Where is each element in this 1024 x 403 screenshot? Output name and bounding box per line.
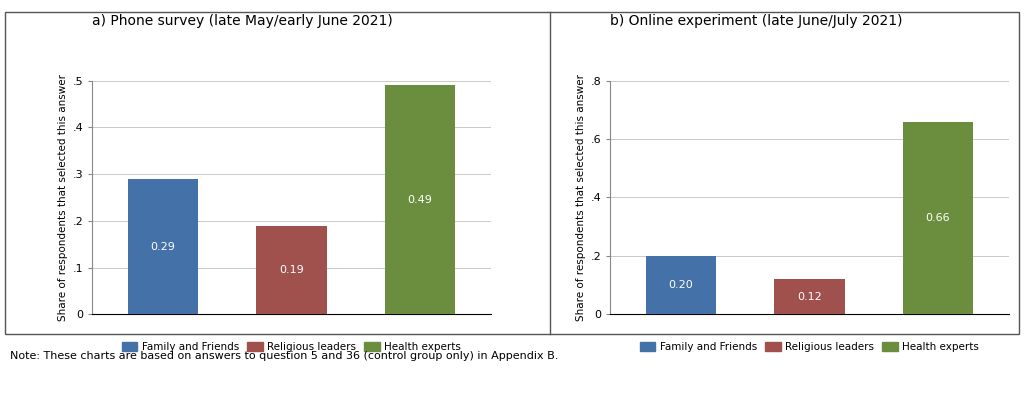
Text: a) Phone survey (late May/early June 2021): a) Phone survey (late May/early June 202… [92, 14, 393, 28]
Text: 0.66: 0.66 [926, 213, 950, 223]
Text: b) Online experiment (late June/July 2021): b) Online experiment (late June/July 202… [610, 14, 903, 28]
Text: 0.49: 0.49 [408, 195, 432, 205]
Legend: Family and Friends, Religious leaders, Health experts: Family and Friends, Religious leaders, H… [118, 338, 465, 357]
Bar [128, 179, 199, 314]
Bar [902, 121, 973, 314]
Text: 0.20: 0.20 [669, 280, 693, 290]
Y-axis label: Share of respondents that selected this answer: Share of respondents that selected this … [577, 74, 586, 321]
Text: Note: These charts are based on answers to question 5 and 36 (control group only: Note: These charts are based on answers … [10, 351, 559, 361]
Text: 0.12: 0.12 [797, 292, 822, 302]
Text: 0.19: 0.19 [279, 265, 304, 275]
Bar [385, 85, 456, 314]
Bar [645, 256, 716, 314]
Y-axis label: Share of respondents that selected this answer: Share of respondents that selected this … [58, 74, 69, 321]
Legend: Family and Friends, Religious leaders, Health experts: Family and Friends, Religious leaders, H… [636, 338, 983, 357]
Bar [256, 226, 327, 314]
Bar [774, 279, 845, 314]
Text: 0.29: 0.29 [151, 241, 175, 251]
